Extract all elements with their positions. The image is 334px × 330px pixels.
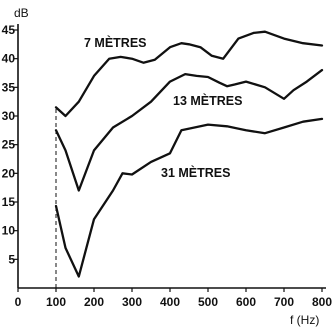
series-line <box>54 117 324 278</box>
y-tick-label: 15 <box>2 195 16 209</box>
y-tick-label: 35 <box>2 80 16 94</box>
axes <box>14 24 326 292</box>
x-tick-label: 200 <box>84 295 104 309</box>
x-tick-label: 800 <box>312 295 332 309</box>
y-tick-label: 20 <box>2 166 16 180</box>
series-line <box>54 68 324 192</box>
y-tick-label: 5 <box>8 252 15 266</box>
x-tick-label: 400 <box>160 295 180 309</box>
tick-labels: 0 100 200 300 400 500 600 700 800 5 10 15 20 25 30 35 40… <box>2 23 333 309</box>
series-label: 13 MÈTRES <box>173 93 242 108</box>
series-label: 31 MÈTRES <box>161 165 230 180</box>
x-tick-label: 0 <box>15 295 22 309</box>
y-tick-label: 40 <box>2 52 16 66</box>
x-tick-label: 300 <box>122 295 142 309</box>
y-tick-label: 30 <box>2 109 16 123</box>
y-axis-label: dB <box>14 6 29 20</box>
x-tick-label: 700 <box>274 295 294 309</box>
x-tick-label: 100 <box>46 295 66 309</box>
y-tick-label: 45 <box>2 23 16 37</box>
series-layer: 7 MÈTRES 13 MÈTRES 31 MÈTRES <box>54 30 324 278</box>
y-tick-label: 25 <box>2 138 16 152</box>
series-label: 7 MÈTRES <box>84 35 147 50</box>
x-tick-label: 500 <box>198 295 218 309</box>
series-line <box>54 30 324 118</box>
x-tick-label: 600 <box>236 295 256 309</box>
x-axis-label: f (Hz) <box>290 313 319 327</box>
y-tick-label: 10 <box>2 224 16 238</box>
